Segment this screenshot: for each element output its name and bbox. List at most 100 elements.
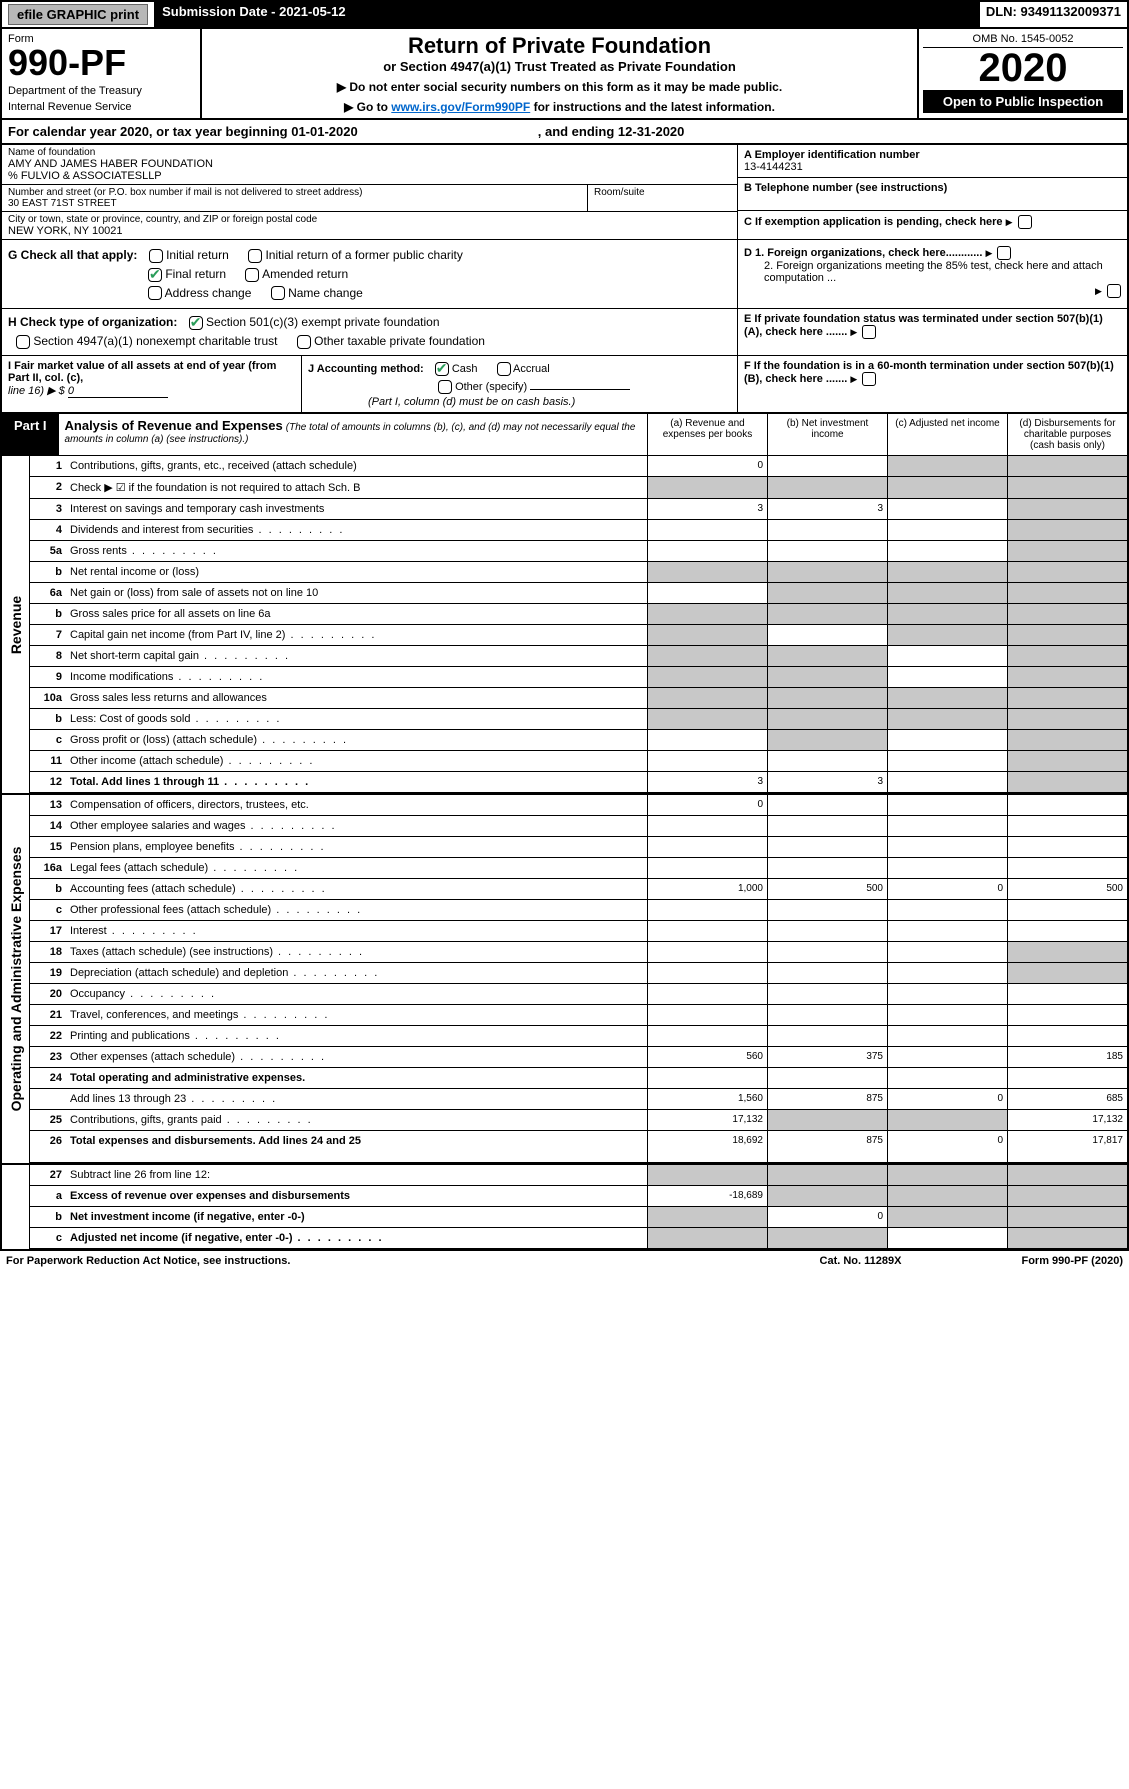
check-other-tax[interactable]: [297, 335, 311, 349]
f-check[interactable]: [862, 372, 876, 386]
form-link[interactable]: www.irs.gov/Form990PF: [391, 100, 530, 114]
cell-b: [767, 562, 887, 582]
check-addr[interactable]: [148, 286, 162, 300]
row-desc: Taxes (attach schedule) (see instruction…: [66, 942, 647, 962]
cell-a: 18,692: [647, 1131, 767, 1162]
row-num: 9: [30, 667, 66, 687]
check-initial[interactable]: [149, 249, 163, 263]
row-desc: Gross profit or (loss) (attach schedule): [66, 730, 647, 750]
row-desc: Net gain or (loss) from sale of assets n…: [66, 583, 647, 603]
info-block: Name of foundation AMY AND JAMES HABER F…: [0, 145, 1129, 240]
city-row: City or town, state or province, country…: [2, 212, 737, 239]
cell-b: [767, 1110, 887, 1130]
phone-label: B Telephone number (see instructions): [744, 182, 1121, 194]
other-line: [530, 389, 630, 390]
d2-check[interactable]: [1107, 284, 1121, 298]
h-left: H Check type of organization: Section 50…: [2, 309, 737, 355]
cell-b: [767, 921, 887, 941]
row-desc: Dividends and interest from securities: [66, 520, 647, 540]
row-num: 6a: [30, 583, 66, 603]
expenses-body: 13Compensation of officers, directors, t…: [30, 795, 1127, 1163]
cell-c: [887, 709, 1007, 729]
cell-b: [767, 1186, 887, 1206]
cell-c: [887, 942, 1007, 962]
opt-other: Other (specify): [455, 381, 527, 393]
d1-check[interactable]: [997, 246, 1011, 260]
cell-c: 0: [887, 1131, 1007, 1162]
cell-c: [887, 900, 1007, 920]
cell-d: [1007, 1068, 1127, 1088]
cell-d: [1007, 1228, 1127, 1248]
cell-c: [887, 583, 1007, 603]
cell-d: [1007, 520, 1127, 540]
efile-button[interactable]: efile GRAPHIC print: [8, 4, 148, 25]
cell-b: [767, 963, 887, 983]
submission-date: Submission Date - 2021-05-12: [156, 2, 980, 27]
exempt-checkbox[interactable]: [1018, 215, 1032, 229]
row-num: 19: [30, 963, 66, 983]
table-row: 15Pension plans, employee benefits: [30, 837, 1127, 858]
form-subtitle: or Section 4947(a)(1) Trust Treated as P…: [206, 59, 913, 74]
cell-a: 0: [647, 795, 767, 815]
check-amended[interactable]: [245, 268, 259, 282]
cell-a: [647, 1005, 767, 1025]
expenses-label: Operating and Administrative Expenses: [2, 795, 30, 1163]
cell-b: [767, 900, 887, 920]
check-final[interactable]: [148, 268, 162, 282]
j-note: (Part I, column (d) must be on cash basi…: [368, 396, 575, 408]
cell-a: [647, 541, 767, 561]
cell-b: [767, 751, 887, 771]
cell-a: [647, 942, 767, 962]
row-desc: Total. Add lines 1 through 11: [66, 772, 647, 792]
cell-c: [887, 730, 1007, 750]
row-desc: Total expenses and disbursements. Add li…: [66, 1131, 647, 1162]
info-right: A Employer identification number 13-4144…: [737, 145, 1127, 239]
cell-c: [887, 520, 1007, 540]
cell-d: [1007, 772, 1127, 792]
cell-c: [887, 984, 1007, 1004]
cell-c: [887, 1047, 1007, 1067]
foundation-name: AMY AND JAMES HABER FOUNDATION: [8, 158, 731, 170]
opt-other-tax: Other taxable private foundation: [314, 334, 485, 348]
table-row: cGross profit or (loss) (attach schedule…: [30, 730, 1127, 751]
cell-c: [887, 562, 1007, 582]
d2: 2. Foreign organizations meeting the 85%…: [744, 260, 1121, 284]
check-501c3[interactable]: [189, 316, 203, 330]
row-desc: Other income (attach schedule): [66, 751, 647, 771]
cell-d: [1007, 709, 1127, 729]
cell-c: [887, 1165, 1007, 1185]
table-row: 12Total. Add lines 1 through 1133: [30, 772, 1127, 793]
cell-a: [647, 751, 767, 771]
cell-d: [1007, 541, 1127, 561]
cell-a: 3: [647, 499, 767, 519]
check-4947[interactable]: [16, 335, 30, 349]
check-name[interactable]: [271, 286, 285, 300]
footer-mid: Cat. No. 11289X: [820, 1255, 902, 1267]
table-row: 6aNet gain or (loss) from sale of assets…: [30, 583, 1127, 604]
cell-b: [767, 604, 887, 624]
check-other[interactable]: [438, 380, 452, 394]
row-desc: Less: Cost of goods sold: [66, 709, 647, 729]
cell-b: [767, 837, 887, 857]
cell-d: [1007, 900, 1127, 920]
check-initial-pub[interactable]: [248, 249, 262, 263]
cell-b: [767, 1165, 887, 1185]
row-desc: Adjusted net income (if negative, enter …: [66, 1228, 647, 1248]
accounting: J Accounting method: Cash Accrual Other …: [302, 356, 737, 412]
i-label: I Fair market value of all assets at end…: [8, 360, 276, 384]
row-desc: Printing and publications: [66, 1026, 647, 1046]
row-desc: Interest on savings and temporary cash i…: [66, 499, 647, 519]
info-left: Name of foundation AMY AND JAMES HABER F…: [2, 145, 737, 239]
subtract-table: 27Subtract line 26 from line 12:aExcess …: [0, 1163, 1129, 1251]
row-desc: Occupancy: [66, 984, 647, 1004]
table-row: bNet rental income or (loss): [30, 562, 1127, 583]
cell-a: [647, 1165, 767, 1185]
table-row: bLess: Cost of goods sold: [30, 709, 1127, 730]
e-check[interactable]: [862, 325, 876, 339]
row-num: 21: [30, 1005, 66, 1025]
row-desc: Net rental income or (loss): [66, 562, 647, 582]
table-row: aExcess of revenue over expenses and dis…: [30, 1186, 1127, 1207]
table-row: 20Occupancy: [30, 984, 1127, 1005]
check-cash[interactable]: [435, 362, 449, 376]
check-accrual[interactable]: [497, 362, 511, 376]
